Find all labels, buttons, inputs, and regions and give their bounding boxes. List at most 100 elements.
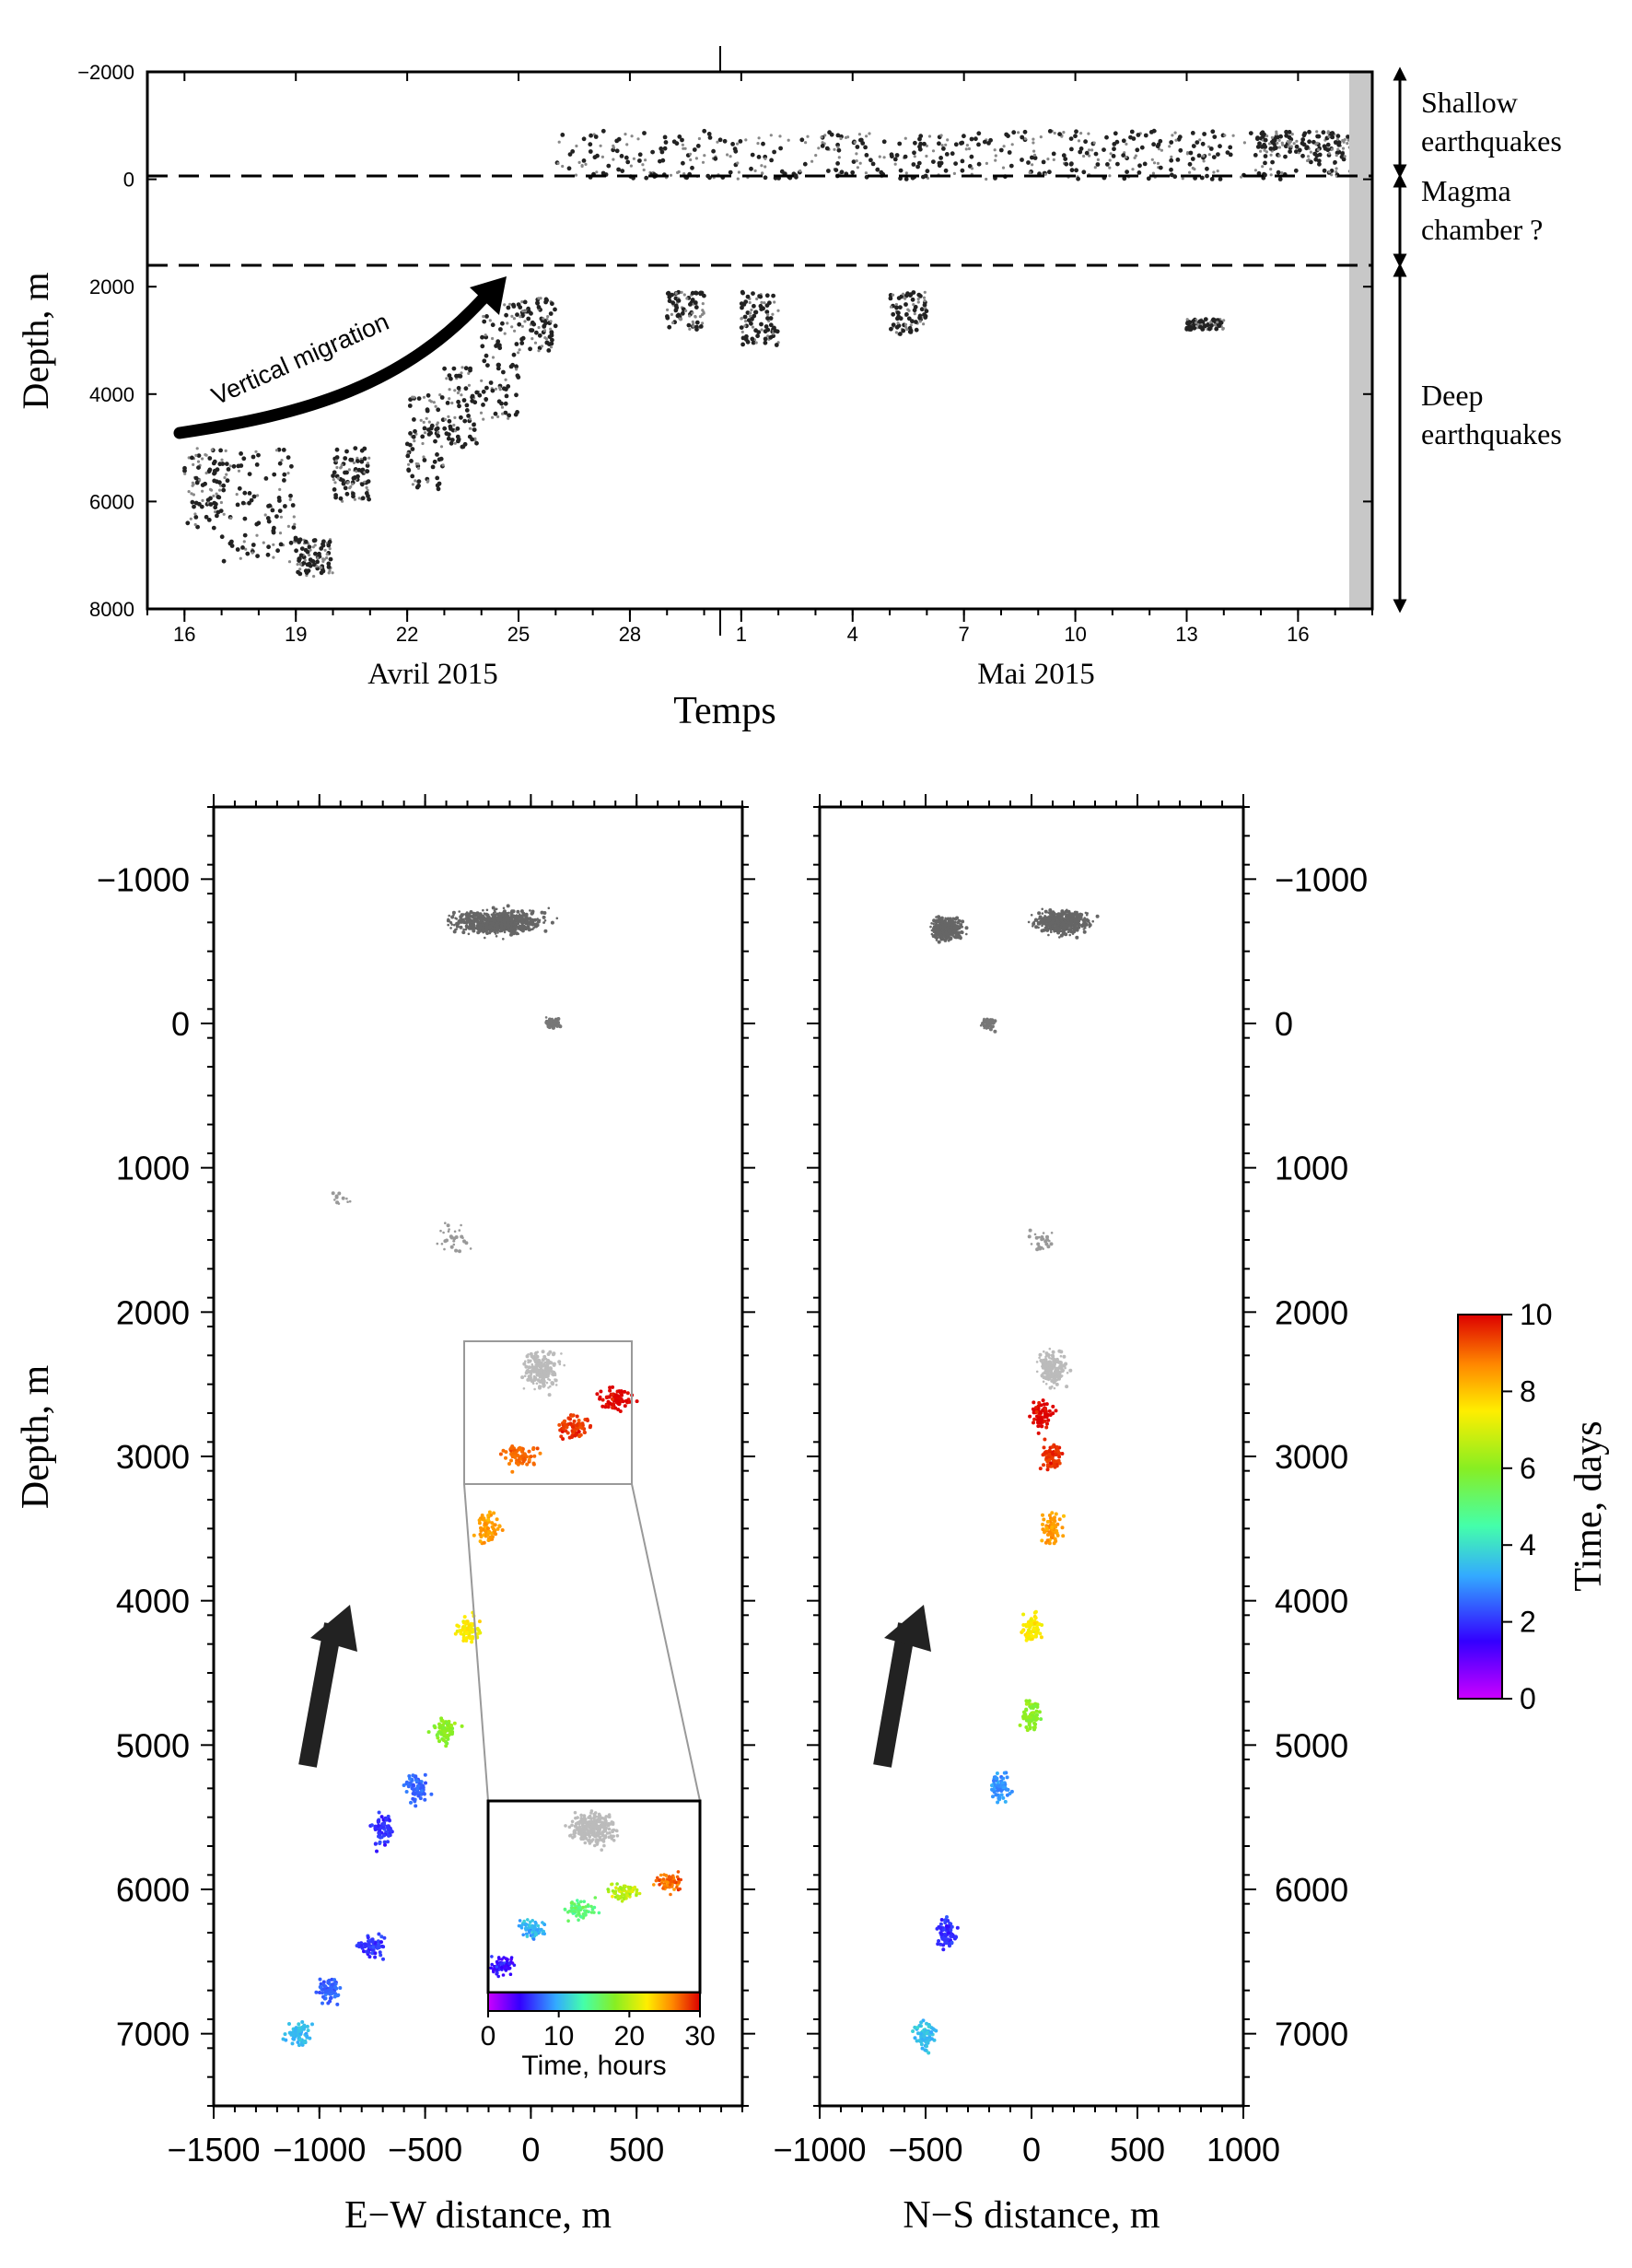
grey-event-point <box>533 918 538 922</box>
coloured-event-point <box>377 1932 381 1936</box>
timeline-event-point <box>1253 153 1258 158</box>
timeline-event-point <box>681 143 685 146</box>
grey-event-point <box>493 924 496 927</box>
coloured-event-point <box>293 2031 297 2036</box>
inset-grey-point <box>583 1818 588 1821</box>
grey-event-point <box>464 917 469 921</box>
timeline-event-point <box>289 463 294 469</box>
timeline-event-point <box>717 137 723 143</box>
grey-event-point <box>1045 924 1049 927</box>
timeline-event-point <box>985 161 988 165</box>
timeline-event-point <box>462 418 468 424</box>
coloured-event-point <box>283 2032 287 2037</box>
timeline-event-point <box>1108 174 1112 178</box>
timeline-event-point <box>670 300 676 306</box>
inset-coloured-point <box>504 1969 508 1972</box>
timeline-event-point <box>744 320 748 323</box>
grey-event-point <box>345 1197 348 1200</box>
timeline-event-point <box>326 543 332 548</box>
coloured-event-point <box>318 1991 321 1994</box>
grey-event-point <box>548 1350 553 1354</box>
inset-grey-point <box>610 1835 613 1839</box>
coloured-event-point <box>478 1532 483 1537</box>
timeline-event-point <box>1340 151 1345 157</box>
timeline-event-point <box>774 343 779 347</box>
inset-coloured-point <box>662 1873 666 1876</box>
timeline-event-point <box>410 473 415 479</box>
timeline-event-point <box>962 134 966 139</box>
timeline-event-point <box>467 383 471 387</box>
timeline-event-point <box>896 321 900 325</box>
timeline-event-point <box>851 159 857 165</box>
timeline-event-point <box>916 160 922 166</box>
timeline-event-point <box>707 175 712 181</box>
y-tick-label: −1000 <box>97 860 190 898</box>
timeline-event-point <box>219 500 223 505</box>
timeline-event-point <box>461 398 467 403</box>
timeline-event-point <box>1105 162 1110 167</box>
timeline-event-point <box>263 476 269 481</box>
timeline-event-point <box>1294 149 1299 155</box>
timeline-event-point <box>855 159 858 163</box>
timeline-event-point <box>1191 325 1195 331</box>
timeline-event-point <box>1216 152 1220 158</box>
timeline-event-point <box>229 539 234 544</box>
timeline-event-point <box>889 305 893 309</box>
inset-coloured-point <box>672 1879 676 1884</box>
coloured-event-point <box>442 1725 447 1730</box>
grey-event-point <box>526 920 530 925</box>
timeline-event-point <box>484 397 489 402</box>
grey-event-point <box>527 1359 530 1362</box>
timeline-event-point <box>1265 134 1269 138</box>
timeline-event-point <box>217 480 222 485</box>
timeline-event-point <box>1283 154 1288 159</box>
coloured-event-point <box>386 1826 391 1830</box>
timeline-event-point <box>528 346 532 352</box>
grey-event-point <box>1036 920 1040 924</box>
coloured-event-point <box>379 1940 383 1945</box>
timeline-event-point <box>906 308 910 311</box>
grey-event-point <box>507 921 511 924</box>
inset-grey-point <box>615 1829 619 1833</box>
inset-coloured-point <box>620 1895 624 1900</box>
timeline-event-point <box>191 484 194 487</box>
timeline-event-point <box>488 380 494 385</box>
timeline-event-point <box>1202 159 1206 163</box>
timeline-event-point <box>414 462 418 466</box>
timeline-event-point <box>677 134 682 139</box>
inset-coloured-point <box>611 1894 614 1899</box>
grey-event-point <box>534 1350 538 1354</box>
x-tick-label: 500 <box>609 2131 664 2169</box>
grey-event-point <box>532 1370 535 1374</box>
timeline-event-point <box>755 333 760 339</box>
timeline-event-point <box>218 488 222 492</box>
inset-coloured-point <box>592 1911 596 1914</box>
timeline-event-point <box>365 469 370 473</box>
timeline-event-point <box>416 479 422 484</box>
timeline-event-point <box>220 462 226 466</box>
timeline-event-point <box>522 299 528 305</box>
timeline-event-point <box>588 149 593 154</box>
timeline-event-point <box>767 300 772 306</box>
timeline-event-point <box>422 395 426 399</box>
inset-coloured-point <box>525 1935 530 1938</box>
coloured-event-point <box>367 1940 371 1945</box>
inset-coloured-point <box>576 1908 579 1911</box>
coloured-event-point <box>300 2027 305 2031</box>
timeline-event-point <box>662 146 668 151</box>
grey-event-point <box>1071 929 1076 934</box>
x-tick-label: −500 <box>388 2131 462 2169</box>
coloured-event-point <box>486 1514 491 1518</box>
timeline-event-point <box>919 307 925 312</box>
timeline-event-point <box>650 149 655 155</box>
inset-coloured-point <box>489 1966 493 1970</box>
timeline-event-point <box>204 453 207 457</box>
timeline-event-point <box>448 424 453 429</box>
timeline-event-point <box>910 319 915 324</box>
inset-coloured-point <box>578 1905 582 1910</box>
grey-event-point <box>944 917 947 920</box>
grey-event-point <box>1038 915 1043 919</box>
coloured-event-point <box>297 2043 301 2048</box>
timeline-event-point <box>482 319 487 324</box>
inset-coloured-point <box>569 1900 574 1905</box>
